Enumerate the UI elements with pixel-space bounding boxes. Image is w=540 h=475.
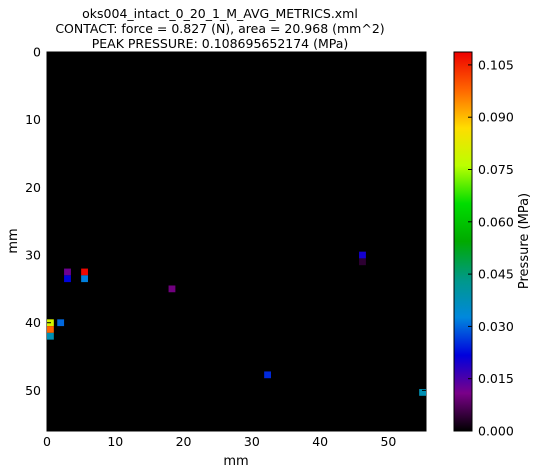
heatmap-cell bbox=[359, 258, 366, 266]
x-axis-label: mm bbox=[223, 454, 248, 469]
chart-title-line-3: PEAK PRESSURE: 0.108695652174 (MPa) bbox=[91, 36, 349, 51]
colorbar-tick-label: 0.105 bbox=[478, 57, 514, 72]
y-tick-label: 50 bbox=[25, 383, 41, 398]
heatmap-cell bbox=[168, 285, 176, 293]
heatmap-cell bbox=[81, 268, 88, 276]
colorbar-tick-label: 0.000 bbox=[478, 424, 514, 439]
heatmap-cell bbox=[264, 371, 271, 379]
heatmap-cell bbox=[419, 389, 426, 396]
x-tick-label: 30 bbox=[244, 434, 260, 449]
heatmap-cell bbox=[81, 275, 88, 283]
colorbar-tick-label: 0.045 bbox=[478, 267, 514, 282]
colorbar-tick-label: 0.060 bbox=[478, 214, 514, 229]
y-tick-label: 30 bbox=[25, 248, 41, 263]
heatmap-cell bbox=[47, 326, 54, 333]
heatmap-cell bbox=[64, 268, 71, 276]
heatmap-cell bbox=[359, 251, 366, 259]
x-tick-label: 10 bbox=[107, 434, 123, 449]
y-tick-label: 0 bbox=[33, 45, 41, 60]
colorbar-tick-label: 0.090 bbox=[478, 110, 514, 125]
heatmap-plot-area bbox=[46, 51, 427, 432]
colorbar bbox=[453, 51, 473, 432]
chart-title-line-2: CONTACT: force = 0.827 (N), area = 20.96… bbox=[55, 21, 385, 36]
heatmap-cell bbox=[57, 319, 65, 327]
colorbar-label: Pressure (MPa) bbox=[517, 193, 532, 289]
x-tick-label: 50 bbox=[380, 434, 396, 449]
x-tick-label: 20 bbox=[176, 434, 192, 449]
y-tick-label: 20 bbox=[25, 180, 41, 195]
heatmap-cell bbox=[64, 275, 71, 283]
y-axis-label: mm bbox=[6, 228, 21, 253]
colorbar-tick-label: 0.030 bbox=[478, 319, 514, 334]
colorbar-tick-label: 0.075 bbox=[478, 162, 514, 177]
x-tick-label: 40 bbox=[312, 434, 328, 449]
x-tick-label: 0 bbox=[43, 434, 51, 449]
chart-title-line-1: oks004_intact_0_20_1_M_AVG_METRICS.xml bbox=[82, 6, 358, 21]
y-tick-label: 40 bbox=[25, 315, 41, 330]
colorbar-tick-label: 0.015 bbox=[478, 371, 514, 386]
heatmap-cell bbox=[47, 332, 54, 340]
y-tick-label: 10 bbox=[25, 112, 41, 127]
